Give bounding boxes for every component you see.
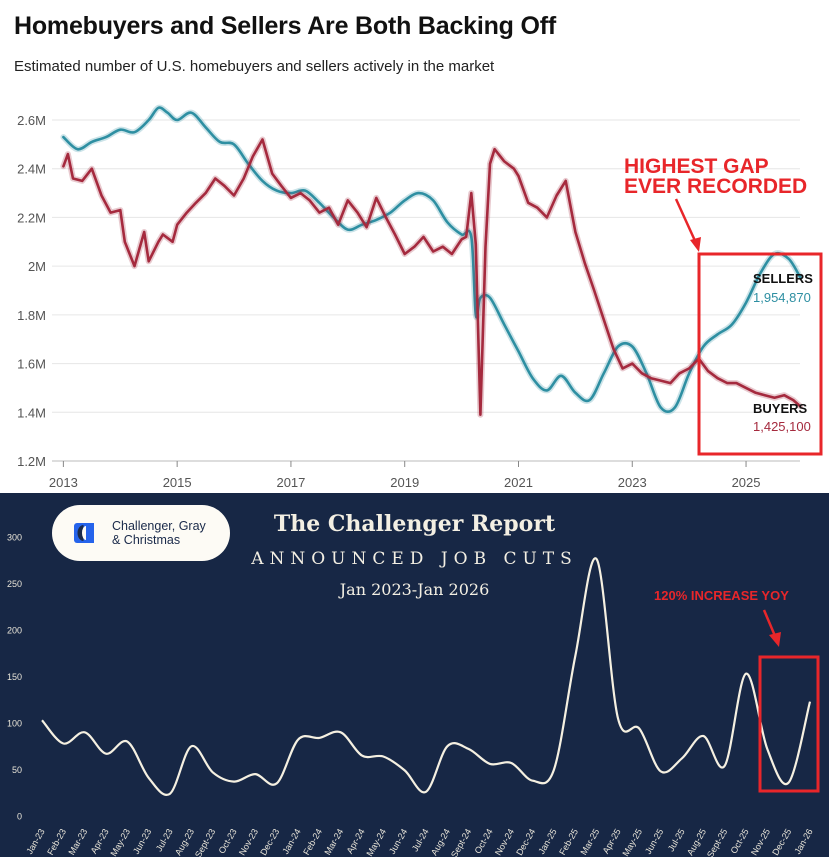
x-tick-label: Jan-23	[24, 827, 46, 856]
x-tick-label: Jan-25	[536, 827, 558, 856]
series-line-buyers	[62, 138, 802, 416]
x-tick-label: Nov-24	[493, 827, 516, 857]
highlight-box	[697, 252, 823, 456]
x-tick-label: May-24	[364, 827, 388, 857]
report-title: The Challenger Report	[273, 511, 556, 537]
buyers-label: BUYERS	[753, 401, 808, 416]
x-tick-label: Feb-23	[45, 827, 68, 857]
annotation-line-2: EVER RECORDED	[624, 175, 807, 198]
logo-text: Challenger, Gray & Christmas	[112, 519, 206, 547]
report-range: Jan 2023-Jan 2026	[339, 580, 490, 599]
x-tick-label: 2013	[49, 475, 78, 490]
x-tick-label: Mar-25	[578, 827, 601, 857]
x-tick-label: Jun-23	[131, 827, 153, 856]
y-tick-label: 1.2M	[17, 454, 46, 469]
x-tick-label: Mar-24	[322, 827, 345, 857]
x-tick-label: Dec-23	[258, 827, 281, 857]
y-tick-label: 300	[7, 533, 22, 543]
homebuyers-sellers-chart: 1.2M 1.4M 1.6M 1.8M 2M 2.2M 2.4M 2.6M 2013 2015 20…	[17, 104, 823, 490]
y-tick-label: 100	[7, 719, 22, 729]
buyers-value: 1,425,100	[753, 419, 811, 434]
chart-subtitle: Estimated number of U.S. homebuyers and …	[14, 58, 495, 75]
x-tick-label: May-23	[108, 827, 132, 857]
x-tick-label: Jul-24	[410, 827, 431, 853]
x-tick-label: Aug-25	[685, 827, 708, 857]
y-tick-label: 250	[7, 579, 22, 589]
annotation-arrow-shaft	[674, 198, 698, 244]
x-tick-label: 2017	[276, 475, 305, 490]
x-tick-label: Jun-25	[643, 827, 665, 856]
logo-line-1: Challenger, Gray	[112, 519, 206, 533]
sellers-value: 1,954,870	[753, 290, 811, 305]
series-line-sellers	[62, 106, 802, 413]
homebuyers-sellers-panel: Homebuyers and Sellers Are Both Backing …	[14, 12, 823, 490]
x-tick-label: Oct-24	[473, 827, 495, 855]
x-tick-label: 2019	[390, 475, 419, 490]
y-tick-label: 150	[7, 672, 22, 682]
x-tick-label: Jul-25	[666, 827, 687, 853]
x-tick-label: Sept-25	[705, 827, 729, 857]
x-tick-label: Jan-24	[280, 827, 302, 856]
y-tick-label: 2M	[28, 259, 46, 274]
y-tick-label: 1.8M	[17, 308, 46, 323]
y-tick-label: 0	[17, 812, 22, 822]
x-tick-label: 2021	[504, 475, 533, 490]
x-tick-label: Sept-24	[449, 827, 473, 857]
annotation-arrow-head	[769, 632, 781, 647]
x-tick-label: Sept-23	[193, 827, 217, 857]
x-tick-label: Oct-25	[729, 827, 751, 855]
annotation-arrow-head	[690, 237, 701, 252]
x-tick-label: Jun-24	[387, 827, 409, 856]
y-tick-label: 2.2M	[17, 210, 46, 225]
y-tick-label: 2.4M	[17, 162, 46, 177]
report-subtitle: ANNOUNCED JOB CUTS	[251, 549, 578, 569]
x-tick-label: Jul-23	[154, 827, 175, 853]
y-tick-label: 200	[7, 626, 22, 636]
y-tick-label: 1.4M	[17, 405, 46, 420]
x-tick-label: Jan-26	[792, 827, 814, 856]
y-tick-label: 50	[12, 765, 22, 775]
sellers-label: SELLERS	[753, 271, 813, 286]
x-tick-label: 2025	[732, 475, 761, 490]
x-tick-label: 2015	[163, 475, 192, 490]
x-tick-label: Apr-25	[601, 827, 623, 855]
x-tick-label: Feb-25	[557, 827, 580, 857]
x-tick-label: Aug-23	[173, 827, 196, 857]
x-tick-label: Dec-24	[514, 827, 537, 857]
x-tick-label: Mar-23	[66, 827, 89, 857]
chart-title: Homebuyers and Sellers Are Both Backing …	[14, 12, 556, 40]
x-tick-label: Apr-23	[89, 827, 111, 855]
challenger-report-panel: 0 50 100 150 200 250 300 Jan-23 Feb-23 Mar-23 Apr-…	[0, 493, 829, 857]
job-cuts-line	[41, 557, 812, 796]
x-tick-label: Dec-25	[770, 827, 793, 857]
x-tick-label: Oct-23	[217, 827, 239, 855]
x-tick-label: Nov-23	[237, 827, 260, 857]
x-tick-label: Aug-24	[429, 827, 452, 857]
highlight-box	[758, 655, 820, 793]
x-tick-label: Nov-25	[749, 827, 772, 857]
x-tick-label: 2023	[618, 475, 647, 490]
annotation-text: 120% INCREASE YOY	[654, 588, 789, 603]
x-tick-label: Apr-24	[345, 827, 367, 855]
challenger-logo-icon	[74, 523, 94, 543]
x-tick-label: May-25	[620, 827, 644, 857]
x-tick-label: Feb-24	[301, 827, 324, 857]
y-tick-label: 2.6M	[17, 113, 46, 128]
y-tick-label: 1.6M	[17, 357, 46, 372]
annotation-arrow-shaft	[762, 609, 777, 637]
annotation-line-1: HIGHEST GAP	[624, 155, 769, 178]
logo-line-2: & Christmas	[112, 533, 181, 547]
challenger-logo: Challenger, Gray & Christmas	[52, 505, 230, 561]
